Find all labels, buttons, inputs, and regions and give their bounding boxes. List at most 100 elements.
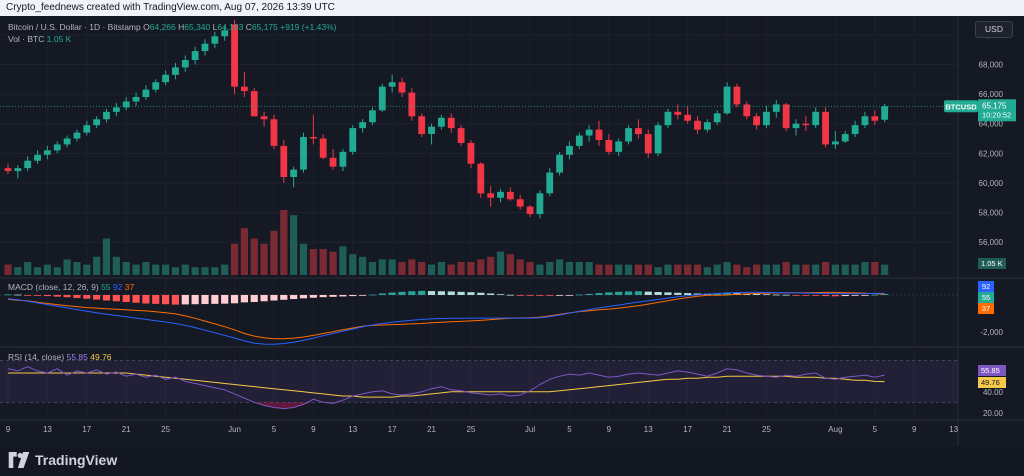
volume-legend: Vol · BTC 1.05 K [8,34,71,44]
candle-layer [4,20,889,219]
volume-bar [595,264,603,275]
volume-bar [132,264,140,275]
macd-tag [978,292,994,303]
high-value: 65,340 [184,22,211,32]
volume-bar [122,262,130,275]
candle-body [447,117,455,129]
currency-button[interactable]: USD [975,21,1013,38]
candle-body [477,163,485,194]
candle-body [556,154,563,173]
candle-body [664,111,672,126]
macd-histogram-bar [24,294,32,296]
candle-body [388,82,396,87]
macd-histogram-bar [565,294,574,296]
macd-tag-value: 37 [982,304,990,313]
macd-histogram-bar [53,294,61,297]
macd-histogram-bar [290,294,298,300]
volume-bar [309,249,317,275]
time-tick-label: 21 [723,425,732,434]
volume-bar [812,264,820,275]
chart-area[interactable]: 56,000 58,000 60,000 62,000 64,000 66,000 68,0… [0,16,1024,446]
candle-body [832,141,839,145]
rsi-label: RSI (14, close) [8,352,65,362]
volume-bar [329,251,337,275]
candle-body [418,116,426,135]
rsi-ma-value: 49.76 [90,352,112,362]
volume-bar [299,243,308,275]
volume-bar [457,262,465,275]
volume-bar [654,267,662,275]
macd-histogram-bar [634,291,642,295]
candle-body [694,120,701,130]
macd-histogram-bar [299,294,308,299]
macd-histogram-bar [408,291,416,295]
price-tick-label: 68,000 [979,60,1004,69]
price-tick-label: 60,000 [979,179,1004,188]
candle-body [546,172,554,194]
time-tick-label: 9 [912,425,917,434]
macd-histogram-bar [201,294,209,305]
candle-body [290,169,298,178]
candle-body [152,82,160,90]
macd-tag [978,303,994,314]
candle-body [378,86,386,111]
volume-bar [585,262,593,275]
volume-bar [831,264,839,275]
time-tick-label: 21 [122,425,131,434]
volume-bar [851,264,859,275]
time-tick-label: 17 [82,425,91,434]
macd-histogram-bar [546,294,554,296]
macd-hist-value: 55 [101,282,111,292]
candle-body [822,111,829,145]
candle-body [142,89,150,98]
volume-bar [53,267,61,275]
low-label: L [212,22,218,32]
volume-bar [368,262,377,275]
rsi-tick-label: 40.00 [983,388,1004,397]
time-tick-label: 13 [949,425,958,434]
close-value: 65,175 [251,22,278,32]
volume-bar [703,267,711,275]
macd-signal-value: 37 [124,282,135,292]
candle-body [487,193,495,198]
volume-bar [201,267,209,275]
volume-bar [43,264,51,275]
volume-bar [33,267,42,275]
macd-histogram-bar [575,294,583,296]
candle-body [4,168,12,172]
time-tick-label: 5 [567,425,572,434]
candle-body [359,122,366,129]
volume-bar [388,259,396,275]
volume-bar [762,264,771,275]
candle-body [674,111,682,115]
tradingview-logo[interactable]: TradingView [8,452,117,468]
time-tick-label: 25 [762,425,771,434]
volume-bar [644,264,652,275]
macd-histogram-bar [280,294,288,300]
candle-body [526,206,534,215]
volume-bar [841,264,849,275]
candle-body [93,119,101,126]
volume-bar [171,267,180,275]
macd-histogram-bar [467,292,475,295]
rsi-line [7,366,885,410]
volume-bar [319,249,327,275]
macd-histogram-bar [73,294,81,298]
volume-bar [496,251,505,275]
volume-bar [14,267,22,275]
macd-histogram-bar [861,294,869,296]
candle-body [861,116,869,126]
macd-histogram-bar [457,291,465,295]
macd-histogram-bar [388,292,396,295]
candle-body [172,67,179,75]
candle-body [871,116,879,121]
macd-histogram-bar [349,294,357,297]
macd-histogram-bar [447,291,455,295]
volume-bar [871,262,879,275]
chart-credit: Crypto_feednews created with TradingView… [6,2,335,13]
chart-canvas[interactable]: 56,000 58,000 60,000 62,000 64,000 66,000 68,0… [0,16,1024,446]
volume-bar [782,262,790,275]
macd-histogram-bar [339,294,347,297]
rsi-ma-tag [978,377,1006,388]
volume-bar [713,264,721,275]
